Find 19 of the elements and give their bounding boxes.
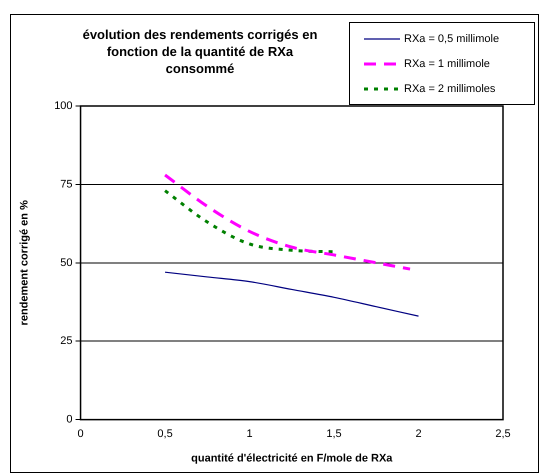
legend-label: RXa = 2 millimoles — [404, 82, 496, 94]
legend-label: RXa = 0,5 millimole — [404, 32, 500, 44]
x-tick-label: 1,5 — [326, 428, 342, 440]
legend-label: RXa = 1 millimole — [404, 58, 490, 70]
y-tick-label: 75 — [60, 178, 73, 190]
x-axis-title: quantité d'électricité en F/mole de RXa — [191, 452, 394, 464]
y-tick-label: 25 — [60, 335, 73, 348]
x-tick-label: 2 — [415, 428, 422, 440]
line-series — [164, 272, 420, 317]
y-tick-label: 50 — [60, 256, 73, 269]
y-tick-label: 0 — [66, 414, 73, 426]
line-series — [164, 173, 412, 271]
x-tick-label: 1 — [246, 428, 253, 440]
x-tick-label: 0,5 — [157, 428, 173, 440]
y-axis-title: rendement corrigé en % — [18, 200, 31, 326]
x-tick-label: 0 — [77, 428, 84, 440]
x-tick-label: 2,5 — [495, 428, 511, 440]
y-tick-label: 100 — [54, 100, 73, 112]
chart-title: évolution des rendements corrigés en fonction de la quantité de RXa consommé — [82, 26, 318, 77]
